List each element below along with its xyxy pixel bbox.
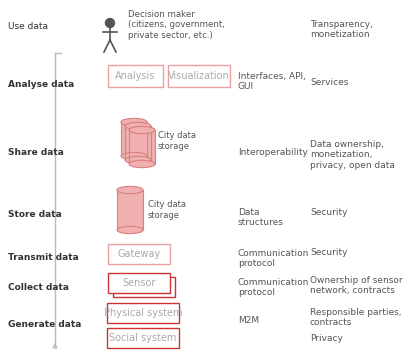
Text: Visualization: Visualization bbox=[168, 71, 230, 81]
Text: Analyse data: Analyse data bbox=[8, 80, 74, 89]
Text: Responsible parties,
contracts: Responsible parties, contracts bbox=[310, 308, 401, 327]
Ellipse shape bbox=[125, 122, 151, 130]
Circle shape bbox=[105, 18, 114, 28]
Text: Use data: Use data bbox=[8, 22, 48, 31]
Text: Ownership of sensor
network, contracts: Ownership of sensor network, contracts bbox=[310, 276, 403, 295]
Ellipse shape bbox=[129, 126, 155, 134]
Bar bbox=[129, 130, 155, 164]
Text: City data
storage: City data storage bbox=[158, 131, 196, 151]
Text: Interfaces, API,
GUI: Interfaces, API, GUI bbox=[238, 72, 306, 91]
Bar bbox=[117, 190, 143, 230]
Text: Decision maker
(citizens, government,
private sector, etc.): Decision maker (citizens, government, pr… bbox=[128, 10, 225, 40]
Ellipse shape bbox=[121, 118, 147, 126]
Text: Sensor: Sensor bbox=[122, 278, 156, 288]
Bar bbox=[107, 328, 179, 348]
Text: Store data: Store data bbox=[8, 210, 62, 219]
Text: Data
structures: Data structures bbox=[238, 208, 284, 227]
Text: Interoperability: Interoperability bbox=[238, 148, 308, 157]
Bar bbox=[121, 122, 147, 156]
Text: Communication
protocol: Communication protocol bbox=[238, 278, 309, 298]
Text: Services: Services bbox=[310, 78, 349, 87]
Text: City data
storage: City data storage bbox=[148, 200, 186, 220]
Text: Generate data: Generate data bbox=[8, 320, 81, 329]
Text: Communication
protocol: Communication protocol bbox=[238, 249, 309, 268]
Text: Analysis: Analysis bbox=[115, 71, 156, 81]
Ellipse shape bbox=[129, 160, 155, 168]
Text: Privacy: Privacy bbox=[310, 334, 343, 343]
Bar bbox=[168, 65, 230, 87]
Text: Social system: Social system bbox=[109, 333, 177, 343]
Text: Data ownership,
monetization,
privacy, open data: Data ownership, monetization, privacy, o… bbox=[310, 140, 395, 170]
Bar bbox=[108, 65, 163, 87]
Ellipse shape bbox=[121, 152, 147, 160]
Bar bbox=[107, 303, 179, 323]
Ellipse shape bbox=[117, 186, 143, 194]
Text: Transmit data: Transmit data bbox=[8, 253, 79, 262]
Text: M2M: M2M bbox=[238, 316, 259, 325]
Text: Collect data: Collect data bbox=[8, 283, 69, 292]
Bar bbox=[108, 244, 170, 264]
Bar bbox=[125, 126, 151, 160]
Ellipse shape bbox=[125, 156, 151, 164]
Bar bbox=[113, 277, 175, 297]
Bar bbox=[108, 273, 170, 293]
Text: Physical system: Physical system bbox=[104, 308, 182, 318]
Text: Security: Security bbox=[310, 248, 347, 257]
Text: Security: Security bbox=[310, 208, 347, 217]
Text: Transparency,
monetization: Transparency, monetization bbox=[310, 20, 373, 39]
Text: Share data: Share data bbox=[8, 148, 64, 157]
Text: Gateway: Gateway bbox=[117, 249, 161, 259]
Ellipse shape bbox=[117, 226, 143, 233]
